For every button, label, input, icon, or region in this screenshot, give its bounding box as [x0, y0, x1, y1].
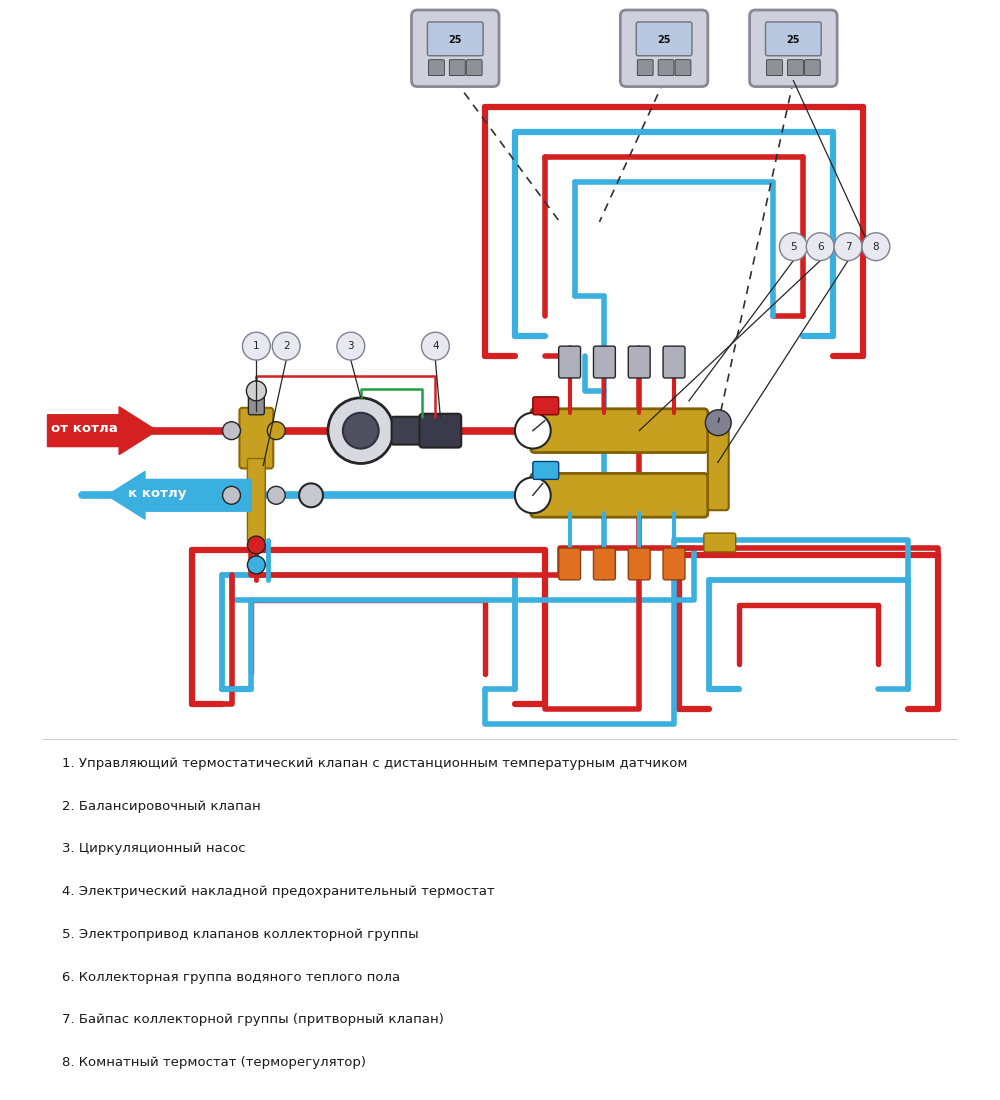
- FancyBboxPatch shape: [419, 414, 461, 448]
- Text: 25: 25: [657, 35, 671, 45]
- Circle shape: [343, 412, 379, 449]
- FancyBboxPatch shape: [411, 10, 499, 87]
- Circle shape: [246, 381, 266, 400]
- Text: 2. Балансировочный клапан: 2. Балансировочный клапан: [62, 800, 261, 813]
- Text: 7. Байпас коллекторной группы (притворный клапан): 7. Байпас коллекторной группы (притворны…: [62, 1013, 444, 1026]
- Text: 5: 5: [790, 242, 797, 252]
- Text: 25: 25: [787, 35, 800, 45]
- Circle shape: [515, 477, 551, 514]
- Circle shape: [705, 410, 731, 436]
- Circle shape: [223, 486, 240, 504]
- FancyBboxPatch shape: [531, 409, 708, 452]
- Text: 6: 6: [817, 242, 824, 252]
- FancyBboxPatch shape: [533, 462, 559, 480]
- Circle shape: [806, 233, 834, 261]
- FancyBboxPatch shape: [767, 59, 782, 76]
- Text: 5. Электропривод клапанов коллекторной группы: 5. Электропривод клапанов коллекторной г…: [62, 928, 419, 940]
- Circle shape: [834, 233, 862, 261]
- FancyBboxPatch shape: [531, 473, 708, 517]
- FancyBboxPatch shape: [804, 59, 820, 76]
- FancyBboxPatch shape: [636, 22, 692, 56]
- FancyArrow shape: [48, 407, 157, 454]
- FancyBboxPatch shape: [559, 548, 581, 580]
- Circle shape: [242, 332, 270, 360]
- FancyBboxPatch shape: [248, 389, 264, 415]
- Text: 7: 7: [845, 242, 851, 252]
- FancyBboxPatch shape: [449, 59, 465, 76]
- Text: к котлу: к котлу: [128, 487, 186, 499]
- Circle shape: [337, 332, 365, 360]
- FancyBboxPatch shape: [766, 22, 821, 56]
- FancyBboxPatch shape: [628, 346, 650, 378]
- FancyBboxPatch shape: [704, 534, 736, 552]
- Text: 4: 4: [432, 341, 439, 351]
- Circle shape: [515, 412, 551, 449]
- FancyBboxPatch shape: [628, 548, 650, 580]
- FancyBboxPatch shape: [247, 459, 265, 542]
- FancyBboxPatch shape: [620, 10, 708, 87]
- FancyBboxPatch shape: [787, 59, 803, 76]
- FancyBboxPatch shape: [750, 10, 837, 87]
- Text: 25: 25: [449, 35, 462, 45]
- FancyBboxPatch shape: [466, 59, 482, 76]
- Circle shape: [421, 332, 449, 360]
- FancyArrow shape: [107, 472, 251, 519]
- FancyBboxPatch shape: [663, 548, 685, 580]
- Text: 8. Комнатный термостат (терморегулятор): 8. Комнатный термостат (терморегулятор): [62, 1056, 366, 1069]
- Text: 1. Управляющий термостатический клапан с дистанционным температурным датчиком: 1. Управляющий термостатический клапан с…: [62, 757, 688, 770]
- FancyBboxPatch shape: [239, 408, 273, 469]
- Circle shape: [247, 536, 265, 554]
- FancyBboxPatch shape: [559, 346, 581, 378]
- Circle shape: [267, 421, 285, 440]
- FancyBboxPatch shape: [708, 416, 729, 510]
- Text: от котла: от котла: [51, 422, 118, 436]
- Text: 6. Коллекторная группа водяного теплого пола: 6. Коллекторная группа водяного теплого …: [62, 970, 401, 983]
- Text: 2: 2: [283, 341, 290, 351]
- FancyBboxPatch shape: [428, 59, 444, 76]
- Text: 3: 3: [348, 341, 354, 351]
- Circle shape: [223, 421, 240, 440]
- FancyBboxPatch shape: [658, 59, 674, 76]
- Circle shape: [328, 398, 394, 463]
- Circle shape: [862, 233, 890, 261]
- FancyBboxPatch shape: [427, 22, 483, 56]
- Text: 1: 1: [253, 341, 260, 351]
- Text: 4. Электрический накладной предохранительный термостат: 4. Электрический накладной предохранител…: [62, 886, 495, 898]
- Text: 3. Циркуляционный насос: 3. Циркуляционный насос: [62, 843, 246, 856]
- Circle shape: [247, 556, 265, 574]
- FancyBboxPatch shape: [392, 417, 430, 444]
- FancyBboxPatch shape: [593, 346, 615, 378]
- Circle shape: [272, 332, 300, 360]
- FancyBboxPatch shape: [593, 548, 615, 580]
- Text: 8: 8: [873, 242, 879, 252]
- FancyBboxPatch shape: [533, 397, 559, 415]
- Circle shape: [299, 483, 323, 507]
- Circle shape: [779, 233, 807, 261]
- FancyBboxPatch shape: [675, 59, 691, 76]
- Circle shape: [267, 486, 285, 504]
- FancyBboxPatch shape: [663, 346, 685, 378]
- FancyBboxPatch shape: [637, 59, 653, 76]
